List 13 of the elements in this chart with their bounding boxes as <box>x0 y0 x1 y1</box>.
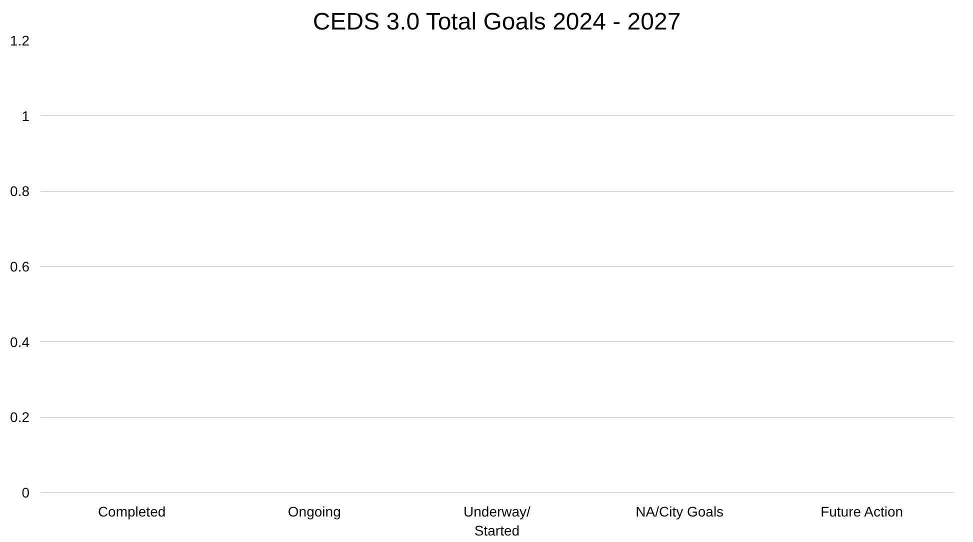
x-tick-label: Completed <box>98 504 166 520</box>
y-tick-label: 0.8 <box>10 183 30 200</box>
y-tick-label: 0.4 <box>10 334 30 350</box>
x-tick-label: Future Action <box>820 504 904 520</box>
y-tick-label: 1.2 <box>10 32 30 48</box>
y-tick-label: 0.6 <box>10 258 30 274</box>
chart-title: CEDS 3.0 Total Goals 2024 - 2027 <box>312 8 681 36</box>
y-tick-label: 1 <box>22 108 30 124</box>
y-tick-label: 0.2 <box>10 409 30 426</box>
x-tick-label: Underway/ Started <box>464 504 531 539</box>
y-tick-label: 0 <box>22 484 30 500</box>
x-tick-label: Ongoing <box>288 504 341 520</box>
x-tick-label: NA/City Goals <box>636 504 724 520</box>
